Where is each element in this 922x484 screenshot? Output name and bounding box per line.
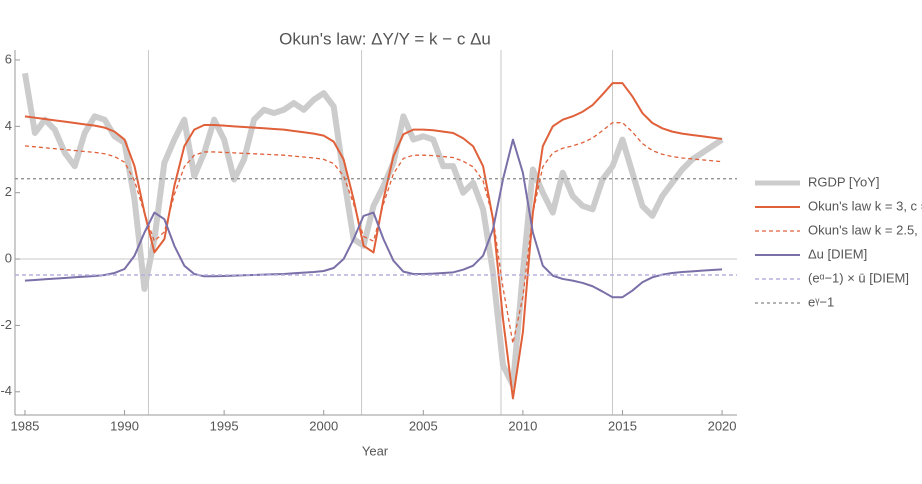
- y-tick-label: 2: [5, 184, 12, 199]
- series-line: [24, 138, 723, 299]
- y-tick-label: 4: [5, 118, 12, 133]
- series-line: [24, 122, 723, 344]
- x-tick-label: 2000: [309, 418, 338, 433]
- series-line: [22, 72, 724, 389]
- x-tick-label: 2020: [708, 418, 737, 433]
- x-tick-label: 1990: [110, 418, 139, 433]
- x-tick-label: 1985: [10, 418, 39, 433]
- y-tick-label: 6: [5, 51, 12, 66]
- legend-label: (eᵅ−1) × ū [DIEM]: [808, 270, 909, 285]
- legend-label: RGDP [YoY]: [808, 174, 880, 189]
- y-tick-label: -2: [0, 317, 12, 332]
- series-line: [24, 82, 723, 400]
- y-tick-label: 0: [5, 250, 12, 265]
- legend-label: Okun's law k = 2.5, c: [808, 222, 922, 237]
- chart-title: Okun's law: ΔY/Y = k − c Δu: [279, 29, 491, 48]
- x-tick-label: 2015: [608, 418, 637, 433]
- x-tick-label: 2005: [409, 418, 438, 433]
- y-tick-label: -4: [0, 383, 12, 398]
- x-tick-label: 2010: [508, 418, 537, 433]
- legend-label: eᵞ−1: [808, 294, 834, 309]
- legend-label: Okun's law k = 3, c =: [808, 198, 922, 213]
- legend-label: Δu [DIEM]: [808, 246, 867, 261]
- x-axis-label: Year: [362, 443, 389, 458]
- x-tick-label: 1995: [210, 418, 239, 433]
